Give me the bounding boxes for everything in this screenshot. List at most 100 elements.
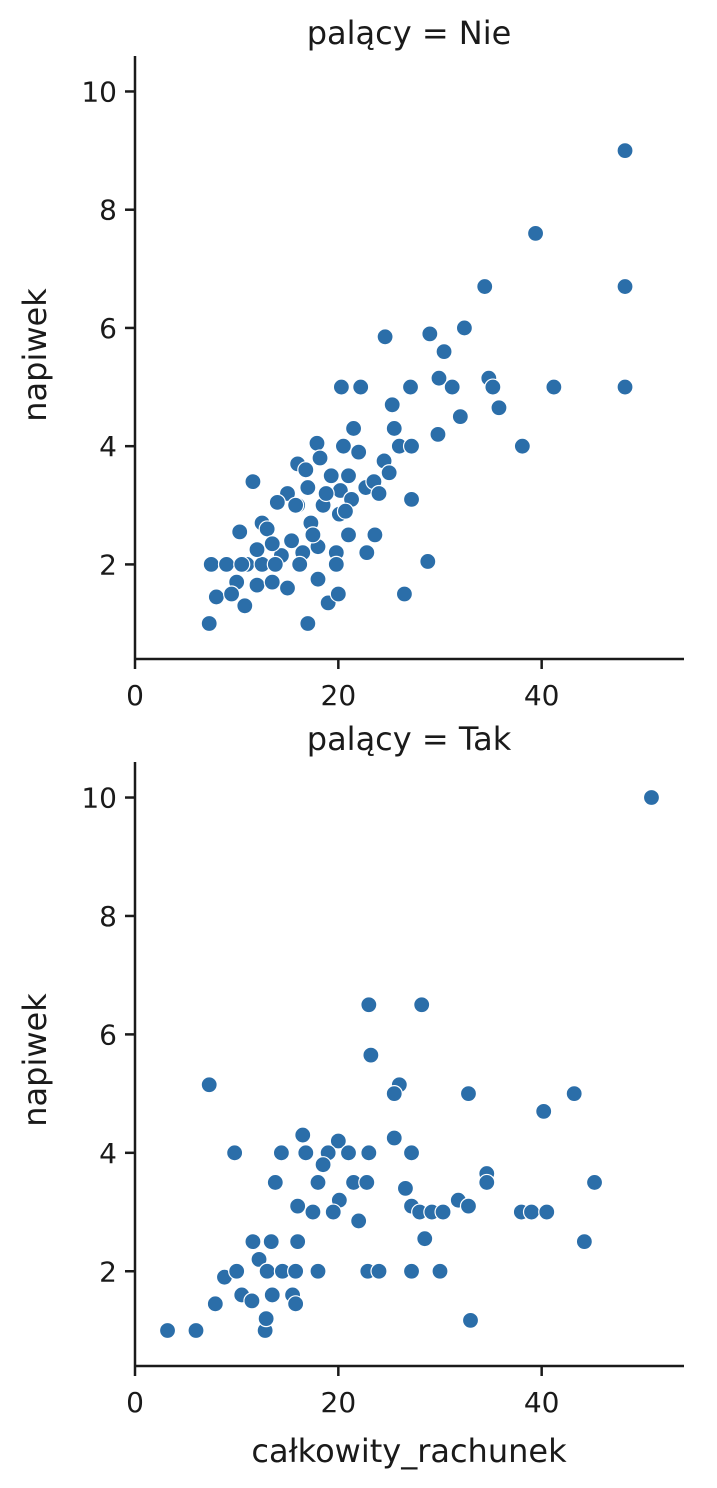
data-point	[429, 425, 447, 443]
data-point	[329, 585, 347, 603]
data-point	[435, 342, 453, 361]
data-point	[263, 1286, 281, 1304]
data-point	[314, 1156, 332, 1174]
data-point	[329, 1132, 347, 1150]
panel-smoker-yes: palący = Tak napiwek 2 4 6 8 10 0 20 40 całkow…	[16, 720, 684, 1470]
data-point	[358, 1173, 376, 1192]
data-point	[278, 579, 297, 597]
data-point	[360, 1144, 378, 1162]
x-tick-label: 0	[126, 1386, 144, 1419]
data-point	[311, 449, 329, 467]
data-point	[206, 1295, 224, 1313]
data-point	[459, 1085, 478, 1103]
data-point	[202, 555, 220, 574]
panel-smoker-no: palący = Nie napiwek 2 4 6 8 10 0 20 40	[16, 14, 684, 712]
data-point	[513, 437, 531, 455]
data-point	[416, 1230, 434, 1248]
x-axis-label: całkowity_rachunek	[251, 1432, 567, 1470]
data-point	[258, 520, 276, 538]
data-point	[545, 378, 563, 396]
data-point	[352, 378, 370, 396]
data-point	[402, 490, 421, 508]
data-point	[385, 1085, 403, 1103]
data-point	[207, 588, 225, 606]
data-point	[324, 1203, 342, 1221]
data-point	[334, 437, 353, 455]
data-point	[262, 1233, 280, 1251]
data-point	[222, 585, 241, 603]
data-point	[282, 532, 301, 550]
data-point	[358, 543, 376, 562]
data-point	[248, 541, 266, 559]
y-tick-label: 4	[99, 430, 117, 463]
data-point	[402, 1262, 421, 1280]
data-point	[200, 614, 218, 633]
y-axis-label: napiwek	[16, 993, 54, 1127]
data-point	[258, 1262, 276, 1280]
data-point	[226, 1144, 244, 1162]
data-point	[430, 369, 448, 387]
data-point	[297, 1144, 315, 1162]
data-point	[455, 319, 473, 337]
data-point	[266, 555, 284, 574]
data-point	[616, 277, 634, 296]
x-tick-label: 40	[524, 1386, 560, 1419]
data-point	[522, 1203, 541, 1221]
data-point	[575, 1233, 593, 1251]
data-point	[336, 502, 355, 520]
data-point	[431, 1262, 449, 1280]
data-points	[200, 141, 634, 633]
y-tick-label: 2	[99, 548, 117, 581]
y-ticks: 2 4 6 8 10	[81, 75, 135, 581]
data-point	[616, 378, 634, 396]
data-point	[268, 493, 286, 511]
data-point	[304, 1203, 322, 1221]
data-point	[461, 1311, 480, 1330]
data-point	[263, 535, 281, 553]
data-point	[317, 484, 335, 503]
data-point	[370, 484, 388, 503]
data-point	[322, 467, 340, 485]
data-point	[339, 526, 358, 544]
data-point	[366, 526, 384, 544]
data-point	[291, 555, 309, 574]
data-point	[350, 443, 368, 461]
y-tick-label: 4	[99, 1137, 117, 1170]
data-point	[266, 1173, 284, 1192]
data-point	[434, 1203, 452, 1221]
x-ticks: 0 20 40	[126, 659, 559, 712]
data-point	[297, 461, 315, 479]
x-tick-label: 20	[321, 1386, 357, 1419]
data-point	[217, 555, 236, 574]
data-point	[585, 1173, 604, 1192]
data-point	[339, 1144, 358, 1162]
x-tick-label: 20	[321, 679, 357, 712]
data-point	[309, 570, 327, 588]
data-point	[484, 378, 502, 396]
data-point	[490, 399, 508, 417]
data-point	[250, 1250, 268, 1269]
data-point	[383, 396, 401, 414]
panel-title: palący = Nie	[307, 14, 512, 52]
data-point	[413, 996, 431, 1014]
data-point	[244, 1233, 262, 1251]
data-point	[257, 1310, 275, 1328]
data-point	[272, 1144, 290, 1162]
data-point	[332, 378, 350, 396]
data-point	[360, 996, 378, 1014]
data-point	[421, 325, 439, 343]
data-point	[263, 573, 281, 591]
data-point	[339, 467, 358, 485]
x-tick-label: 0	[126, 679, 144, 712]
data-point	[642, 788, 661, 807]
data-point	[419, 552, 437, 571]
data-point	[309, 1262, 327, 1280]
data-point	[243, 1292, 261, 1310]
data-points	[158, 788, 661, 1340]
x-tick-label: 40	[524, 679, 560, 712]
data-point	[451, 408, 469, 426]
data-point	[350, 1212, 368, 1230]
data-point	[476, 277, 494, 296]
data-point	[233, 555, 251, 574]
